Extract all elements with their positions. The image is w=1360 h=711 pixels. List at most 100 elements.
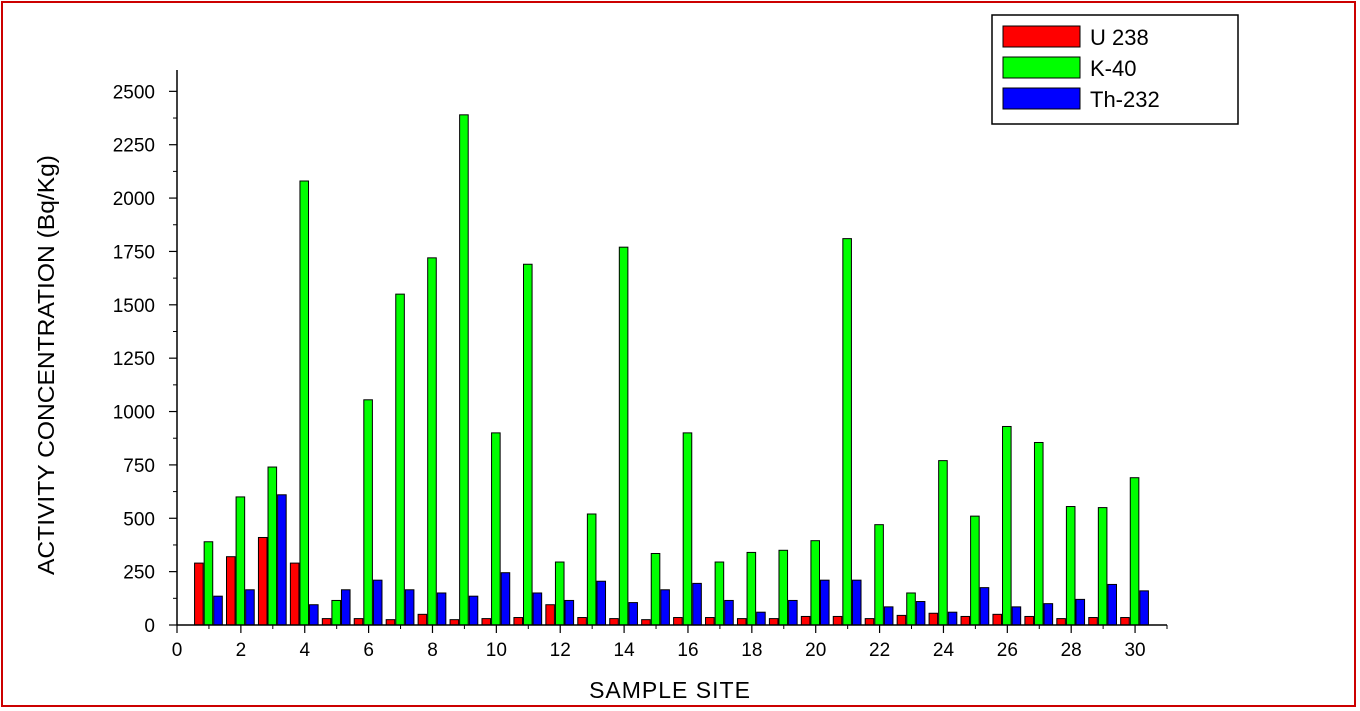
bar-u-238-site-1 [194,562,204,626]
y-tick-label: 500 [123,509,155,530]
bar-th-232-site-2 [245,589,255,626]
x-axis-label: SAMPLE SITE [589,677,751,703]
bar-k-40-site-12 [554,561,565,626]
y-axis-label: ACTIVITY CONCENTRATION (Bq/Kg) [33,155,59,575]
bar-th-232-site-28 [1075,598,1086,626]
bar-th-232-site-21 [851,579,862,626]
y-tick-label: 1500 [113,296,155,317]
bar-k-40-site-10 [491,432,501,626]
bar-k-40-site-30 [1129,477,1140,626]
bar-u-238-site-2 [226,556,236,626]
x-tick-label: 12 [550,640,571,661]
x-tick-label: 14 [614,640,636,661]
bar-k-40-site-19 [778,549,789,626]
bar-u-238-site-15 [641,619,651,626]
bar-k-40-site-26 [1002,425,1012,626]
bar-u-238-site-13 [577,617,587,626]
x-tick-label: 16 [677,640,698,661]
bars-layer [194,114,1149,626]
bar-u-238-site-17 [705,617,715,626]
bar-th-232-site-23 [915,601,926,626]
bar-u-238-site-28 [1056,618,1066,626]
bar-k-40-site-14 [618,246,629,626]
bar-u-238-site-19 [768,618,779,626]
bar-k-40-site-25 [970,515,980,626]
bar-th-232-site-24 [947,611,958,626]
bar-k-40-site-23 [906,592,916,626]
y-tick-label: 1750 [113,242,155,263]
bar-th-232-site-22 [883,606,894,626]
bar-k-40-site-20 [810,540,820,626]
bar-k-40-site-2 [235,496,246,626]
bar-th-232-site-9 [468,595,479,626]
bar-k-40-site-11 [523,263,533,626]
bar-th-232-site-6 [372,579,383,626]
x-tick-label: 8 [427,640,438,661]
bar-u-238-site-24 [928,612,939,626]
bar-k-40-site-1 [203,541,214,626]
bar-th-232-site-25 [979,587,990,626]
bar-th-232-site-1 [213,595,223,626]
bar-k-40-site-13 [586,513,597,626]
bar-th-232-site-7 [404,589,415,626]
bar-k-40-site-18 [746,551,757,626]
bar-th-232-site-30 [1139,590,1149,626]
y-tick-label: 0 [144,616,155,637]
bar-k-40-site-21 [842,238,852,626]
bar-u-238-site-21 [832,615,843,626]
x-tick-label: 22 [869,640,890,661]
bar-u-238-site-25 [960,615,971,626]
y-tick-label: 1250 [113,349,155,370]
bar-u-238-site-6 [353,618,364,626]
bar-th-232-site-17 [724,599,734,626]
bar-u-238-site-7 [385,619,396,626]
y-tick-label: 1000 [113,403,155,424]
bar-th-232-site-13 [596,580,607,626]
x-tick-label: 20 [805,640,826,661]
bar-th-232-site-12 [564,599,575,626]
x-tick-label: 10 [486,640,507,661]
bar-th-232-site-5 [340,589,351,626]
bar-k-40-site-5 [331,599,341,626]
bar-u-238-site-5 [321,618,332,626]
bar-k-40-site-6 [363,399,373,626]
x-tick-label: 2 [236,640,247,661]
bar-k-40-site-15 [650,552,661,626]
bar-u-238-site-11 [513,617,523,626]
y-tick-label: 250 [123,563,155,584]
bar-u-238-site-9 [449,619,460,626]
x-tick-label: 18 [741,640,762,661]
bar-u-238-site-23 [896,614,907,626]
bar-th-232-site-19 [788,599,798,626]
x-tick-label: 4 [299,640,310,661]
legend: U 238 K-40 Th-232 [991,14,1239,125]
bar-k-40-site-17 [714,561,725,626]
legend-label: U 238 [1090,25,1149,50]
bar-k-40-site-16 [682,432,693,626]
bar-u-238-site-14 [609,618,619,626]
bar-th-232-site-20 [820,579,830,626]
x-tick-label: 0 [172,640,183,661]
bar-k-40-site-22 [874,524,884,626]
bar-k-40-site-29 [1097,507,1108,626]
bar-k-40-site-9 [459,114,469,626]
bar-u-238-site-30 [1120,617,1130,626]
bar-u-238-site-3 [257,536,268,626]
bar-th-232-site-3 [277,494,287,626]
bar-u-238-site-22 [864,618,875,626]
legend-swatch [1002,25,1081,48]
bar-u-238-site-27 [1024,615,1034,626]
bar-k-40-site-28 [1065,506,1076,626]
bar-k-40-site-24 [938,460,948,626]
bar-u-238-site-8 [417,613,428,626]
bar-th-232-site-11 [532,592,543,626]
y-tick-label: 2500 [113,82,155,103]
bar-th-232-site-10 [500,572,511,626]
bar-u-238-site-20 [800,615,811,626]
y-tick-label: 2250 [113,136,155,157]
bar-th-232-site-29 [1107,583,1118,626]
bar-u-238-site-10 [481,618,492,626]
legend-swatch [1002,56,1081,79]
